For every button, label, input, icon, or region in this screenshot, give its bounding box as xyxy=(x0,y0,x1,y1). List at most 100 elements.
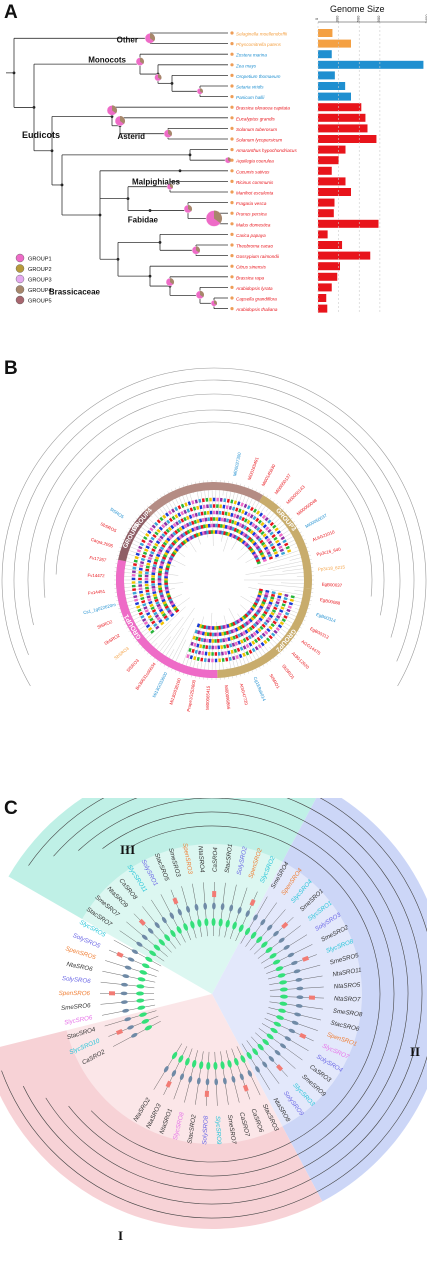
motif-block xyxy=(262,598,267,603)
motif-block xyxy=(151,583,156,586)
motif-block xyxy=(267,553,273,558)
domain-marker-green xyxy=(266,1033,274,1040)
leaf-label: SbSRO1 xyxy=(281,663,296,680)
motif-block xyxy=(254,556,260,561)
domain-marker-blue xyxy=(212,902,216,910)
motif-block xyxy=(194,649,198,654)
domain-marker-green xyxy=(204,918,209,927)
motif-block xyxy=(232,656,236,661)
motif-block xyxy=(224,511,228,516)
motif-block xyxy=(186,508,191,513)
genome-bar xyxy=(318,188,351,196)
motif-block xyxy=(158,570,163,574)
motif-block xyxy=(180,503,185,508)
motif-block xyxy=(257,547,262,552)
motif-block xyxy=(194,629,199,634)
motif-block xyxy=(276,542,282,547)
motif-block xyxy=(200,524,204,529)
motif-block xyxy=(276,598,281,602)
motif-block xyxy=(255,629,260,635)
domain-marker-green xyxy=(261,941,268,948)
motif-block xyxy=(195,526,200,531)
motif-block xyxy=(144,574,149,578)
motif-block xyxy=(261,632,266,637)
panel-c-label: C xyxy=(4,798,18,819)
motif-block xyxy=(240,624,245,629)
motif-block xyxy=(246,619,251,625)
motif-block xyxy=(219,524,223,528)
leaf-label: Mi00096866 xyxy=(224,685,231,710)
motif-block xyxy=(289,598,294,602)
motif-block xyxy=(197,637,201,642)
motif-block xyxy=(248,626,253,631)
motif-block xyxy=(169,600,174,604)
motif-block xyxy=(132,570,136,574)
motif-block xyxy=(147,626,153,631)
species-tip xyxy=(230,275,234,279)
species-tip xyxy=(230,137,234,141)
motif-block xyxy=(261,601,266,605)
motif-block xyxy=(158,568,163,572)
motif-block xyxy=(254,543,259,548)
motif-block xyxy=(230,499,234,504)
domain-marker-blue xyxy=(203,902,208,910)
motif-block xyxy=(252,623,258,628)
domain-marker-green xyxy=(277,973,286,978)
leaf-label: Fv14451 xyxy=(88,589,106,596)
leaf-label: Mi13G038100 xyxy=(168,677,182,705)
motif-block xyxy=(152,564,157,568)
genome-bar xyxy=(318,103,362,112)
legend-label: GROUP2 xyxy=(28,267,52,273)
motif-block xyxy=(189,655,193,660)
domain-marker-green xyxy=(149,950,157,957)
motif-block xyxy=(144,609,149,613)
motif-block xyxy=(221,658,225,662)
motif-block xyxy=(191,534,196,539)
motif-block xyxy=(278,545,283,550)
motif-block xyxy=(164,582,169,585)
motif-block xyxy=(180,541,185,546)
species-tip xyxy=(230,254,234,258)
motif-block xyxy=(230,629,234,634)
motif-block xyxy=(260,521,265,527)
motif-block xyxy=(196,643,200,648)
species-label: Zostera marina xyxy=(235,53,267,58)
motif-block xyxy=(239,646,244,651)
motif-block xyxy=(231,526,235,532)
motif-block xyxy=(245,643,250,649)
motif-block xyxy=(257,644,262,649)
motif-block xyxy=(226,498,230,503)
motif-block xyxy=(180,533,185,538)
motif-block xyxy=(231,519,235,525)
genome-bar xyxy=(318,304,328,313)
motif-block xyxy=(216,504,219,508)
motif-block xyxy=(212,504,216,508)
motif-block xyxy=(178,526,183,532)
motif-block xyxy=(244,621,249,626)
pie-slice xyxy=(214,210,222,224)
motif-block xyxy=(177,544,182,549)
motif-block xyxy=(252,541,257,546)
domain-marker-blue xyxy=(296,986,304,991)
motif-block xyxy=(152,545,158,550)
clade-sector-ii xyxy=(212,798,427,1202)
motif-block xyxy=(182,540,187,545)
domain-marker-blue xyxy=(280,1043,287,1049)
genome-bar xyxy=(318,71,335,80)
motif-block xyxy=(169,543,174,548)
motif-block xyxy=(138,577,142,581)
domain-marker-green xyxy=(142,963,150,969)
motif-block xyxy=(151,572,156,576)
motif-block xyxy=(140,596,145,601)
leaf-label: Pp3c18_6215 xyxy=(318,564,346,571)
motif-block xyxy=(234,627,239,632)
motif-block xyxy=(250,624,256,630)
motif-block xyxy=(255,545,261,550)
motif-block xyxy=(188,514,193,519)
motif-block xyxy=(252,553,258,558)
motif-block xyxy=(251,614,257,620)
motif-block xyxy=(164,575,168,579)
domain-marker-green xyxy=(136,998,145,1003)
leaf-label: EgB00314 xyxy=(315,612,337,624)
motif-block xyxy=(237,501,241,506)
